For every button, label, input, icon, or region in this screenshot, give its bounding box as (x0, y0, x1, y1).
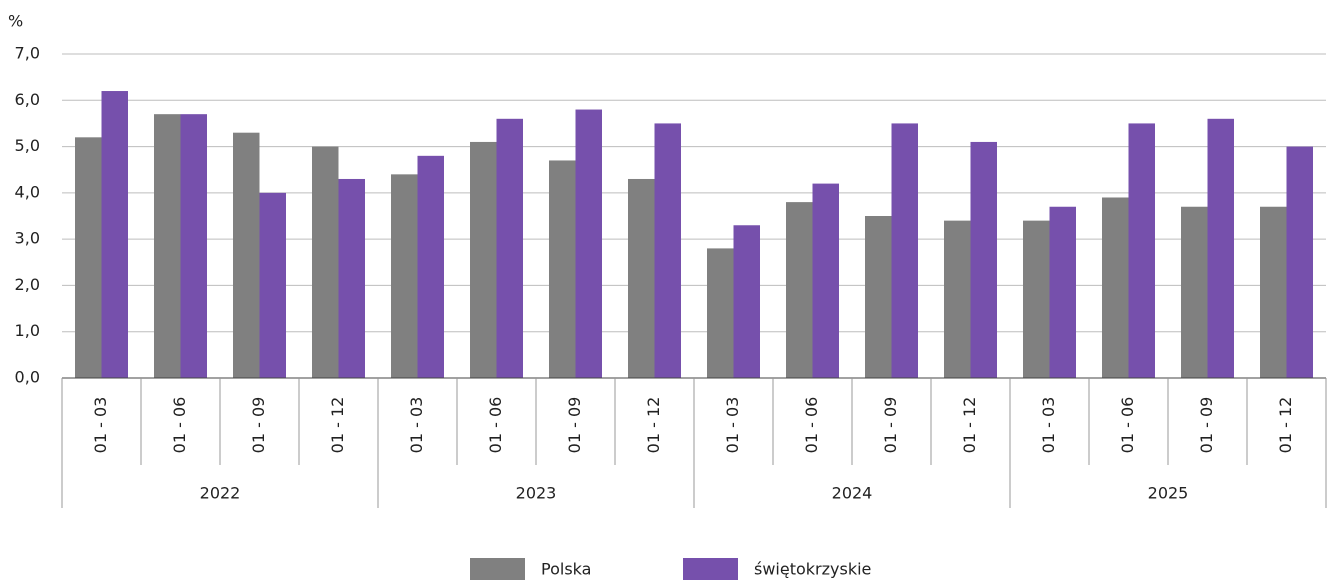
bar (970, 141, 997, 378)
y-tick-label: 4,0 (15, 182, 40, 201)
x-tick-label: 01 - 09 (249, 397, 268, 454)
bar (812, 183, 839, 378)
x-tick-label: 01 - 09 (881, 397, 900, 454)
bar (575, 109, 602, 379)
legend-swatch (683, 558, 738, 580)
bar (1102, 197, 1129, 378)
x-tick-label: 01 - 12 (960, 397, 979, 454)
x-tick-label: 01 - 12 (1276, 397, 1295, 454)
bar (865, 216, 892, 378)
y-tick-label: 2,0 (15, 275, 40, 294)
bar (312, 146, 339, 378)
y-tick-label: 5,0 (15, 136, 40, 155)
bar (338, 178, 365, 378)
x-tick-label: 01 - 06 (1118, 397, 1137, 454)
bar (707, 248, 734, 378)
x-group-label: 2024 (832, 484, 873, 503)
y-unit: % (8, 12, 23, 31)
bar (654, 123, 681, 378)
x-tick-label: 01 - 09 (1197, 397, 1216, 454)
bar (1023, 220, 1050, 378)
x-tick-label: 01 - 03 (1039, 397, 1058, 454)
bar (417, 155, 444, 378)
x-group-label: 2022 (200, 484, 241, 503)
x-tick-label: 01 - 06 (486, 397, 505, 454)
x-tick-label: 01 - 12 (328, 397, 347, 454)
y-tick-label: 7,0 (15, 44, 40, 63)
bar (1181, 206, 1208, 378)
bar (259, 192, 286, 378)
y-tick-label: 1,0 (15, 321, 40, 340)
bar (1286, 146, 1313, 378)
bar (1128, 123, 1155, 378)
x-group-label: 2025 (1148, 484, 1189, 503)
x-tick-label: 01 - 03 (723, 397, 742, 454)
bar (233, 132, 260, 378)
y-tick-label: 3,0 (15, 229, 40, 248)
y-tick-label: 6,0 (15, 90, 40, 109)
legend-label: świętokrzyskie (754, 560, 871, 579)
x-tick-label: 01 - 09 (565, 397, 584, 454)
bar (75, 137, 102, 378)
bar (496, 118, 523, 379)
bar (549, 160, 576, 378)
bar (154, 114, 181, 379)
x-tick-label: 01 - 06 (170, 397, 189, 454)
bar (470, 141, 497, 378)
bar (944, 220, 971, 378)
bar (1207, 118, 1234, 379)
legend-label: Polska (541, 560, 591, 579)
legend-swatch (470, 558, 525, 580)
bar (101, 91, 128, 379)
bar (628, 178, 655, 378)
bar (1049, 206, 1076, 378)
x-tick-label: 01 - 03 (91, 397, 110, 454)
bar (891, 123, 918, 378)
bar (733, 225, 760, 378)
y-tick-label: 0,0 (15, 368, 40, 387)
x-tick-label: 01 - 12 (644, 397, 663, 454)
x-tick-label: 01 - 03 (407, 397, 426, 454)
bar (391, 174, 418, 378)
bar (1260, 206, 1287, 378)
bar (786, 202, 813, 378)
x-group-label: 2023 (516, 484, 557, 503)
bar (180, 114, 207, 379)
x-tick-label: 01 - 06 (802, 397, 821, 454)
